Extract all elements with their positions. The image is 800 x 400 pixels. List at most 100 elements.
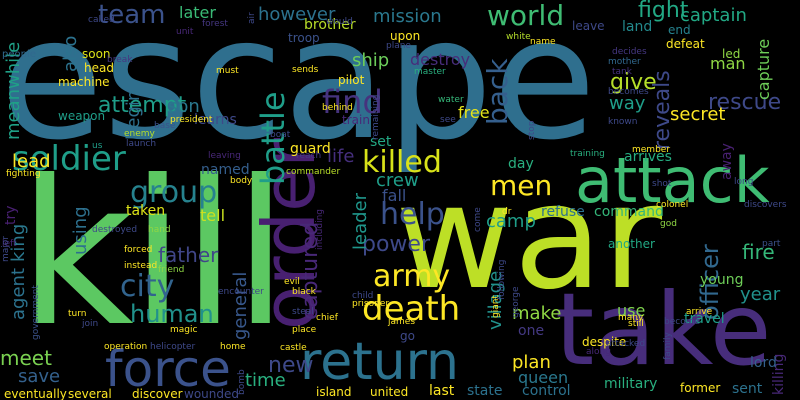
word: give bbox=[610, 70, 657, 95]
word: land bbox=[622, 19, 653, 35]
word: operation bbox=[104, 342, 148, 352]
word: magic bbox=[170, 325, 198, 335]
word: leaving bbox=[208, 151, 241, 161]
word: death bbox=[362, 289, 461, 329]
word: forced bbox=[124, 245, 153, 255]
word: soon bbox=[82, 47, 111, 61]
word: men bbox=[490, 169, 553, 202]
word: son bbox=[168, 96, 200, 117]
word: help bbox=[380, 197, 445, 232]
word: one bbox=[518, 323, 545, 339]
word: day bbox=[508, 156, 534, 172]
word: world bbox=[487, 0, 565, 32]
word: human bbox=[130, 300, 214, 328]
word: escape bbox=[0, 0, 597, 177]
word: destroyed bbox=[92, 225, 138, 235]
word: water bbox=[438, 95, 464, 105]
word: commander bbox=[286, 167, 341, 177]
word: using bbox=[70, 206, 91, 255]
word: however bbox=[258, 4, 336, 25]
word: tell bbox=[200, 206, 226, 225]
word: attempt bbox=[98, 93, 187, 118]
word: named bbox=[201, 162, 250, 178]
word: including bbox=[315, 209, 325, 250]
word: save bbox=[18, 366, 61, 387]
word: left bbox=[2, 239, 17, 249]
word: control bbox=[522, 383, 571, 399]
word: helicopter bbox=[150, 342, 196, 352]
word: defeat bbox=[666, 37, 705, 51]
word: following bbox=[497, 259, 507, 300]
word: rescue bbox=[708, 90, 782, 115]
word: child bbox=[352, 291, 374, 301]
word: mission bbox=[373, 6, 442, 27]
word: along bbox=[586, 347, 611, 357]
word: shot bbox=[652, 179, 672, 189]
word: wounded bbox=[184, 387, 239, 400]
word: team bbox=[98, 0, 166, 30]
word: george bbox=[511, 286, 521, 318]
word: mother bbox=[608, 57, 641, 67]
word: take bbox=[555, 271, 772, 388]
word: command bbox=[594, 204, 664, 220]
word: military bbox=[604, 376, 658, 392]
word: attack bbox=[575, 144, 770, 217]
word: meet bbox=[0, 346, 52, 370]
word: also bbox=[60, 35, 81, 72]
word: upon bbox=[390, 29, 421, 43]
word: dr bbox=[502, 207, 512, 217]
word: army bbox=[373, 259, 451, 294]
word: use bbox=[617, 301, 646, 320]
word: set bbox=[370, 134, 392, 150]
word: instead bbox=[124, 261, 158, 271]
word: train bbox=[342, 113, 370, 127]
word: launch bbox=[126, 139, 157, 149]
word: come bbox=[473, 207, 483, 232]
word: another bbox=[608, 237, 655, 251]
word: plane bbox=[386, 41, 411, 51]
word: master bbox=[414, 67, 446, 77]
word: fire bbox=[742, 240, 775, 264]
word: weapon bbox=[58, 109, 106, 123]
word: destroy bbox=[410, 50, 471, 69]
word: people bbox=[2, 49, 36, 60]
word: captain bbox=[680, 5, 747, 26]
word: general bbox=[230, 271, 251, 340]
word: colonel bbox=[656, 200, 689, 210]
word: capture bbox=[754, 38, 773, 100]
word: black bbox=[292, 287, 316, 297]
word: despite bbox=[582, 335, 627, 349]
word: encounter bbox=[218, 287, 264, 297]
word: name bbox=[530, 37, 556, 47]
word: see bbox=[440, 115, 456, 125]
word: taken bbox=[126, 203, 166, 219]
word: unit bbox=[176, 27, 194, 37]
word: war bbox=[395, 153, 663, 322]
word: father bbox=[158, 243, 219, 267]
word: guard bbox=[290, 141, 331, 157]
word: end bbox=[668, 23, 691, 37]
word: arrives bbox=[624, 149, 672, 165]
word: lord bbox=[750, 355, 777, 371]
word: way bbox=[609, 93, 646, 114]
word: training bbox=[570, 149, 605, 159]
word: white bbox=[506, 32, 531, 42]
word: boat bbox=[270, 130, 291, 140]
word: would bbox=[326, 17, 353, 27]
word: castle bbox=[280, 343, 307, 353]
word: reach bbox=[296, 151, 322, 161]
word: former bbox=[680, 381, 721, 395]
word: killed bbox=[362, 145, 442, 180]
word: friend bbox=[158, 265, 185, 275]
word: several bbox=[68, 387, 112, 400]
word: president bbox=[170, 115, 213, 125]
word: part bbox=[762, 239, 781, 249]
word: queen bbox=[518, 368, 569, 387]
word: body bbox=[230, 176, 253, 186]
word: become bbox=[664, 317, 701, 327]
word: agent bbox=[8, 268, 29, 320]
word: brother bbox=[304, 17, 356, 33]
word: still bbox=[628, 319, 644, 329]
word: called bbox=[88, 15, 115, 25]
